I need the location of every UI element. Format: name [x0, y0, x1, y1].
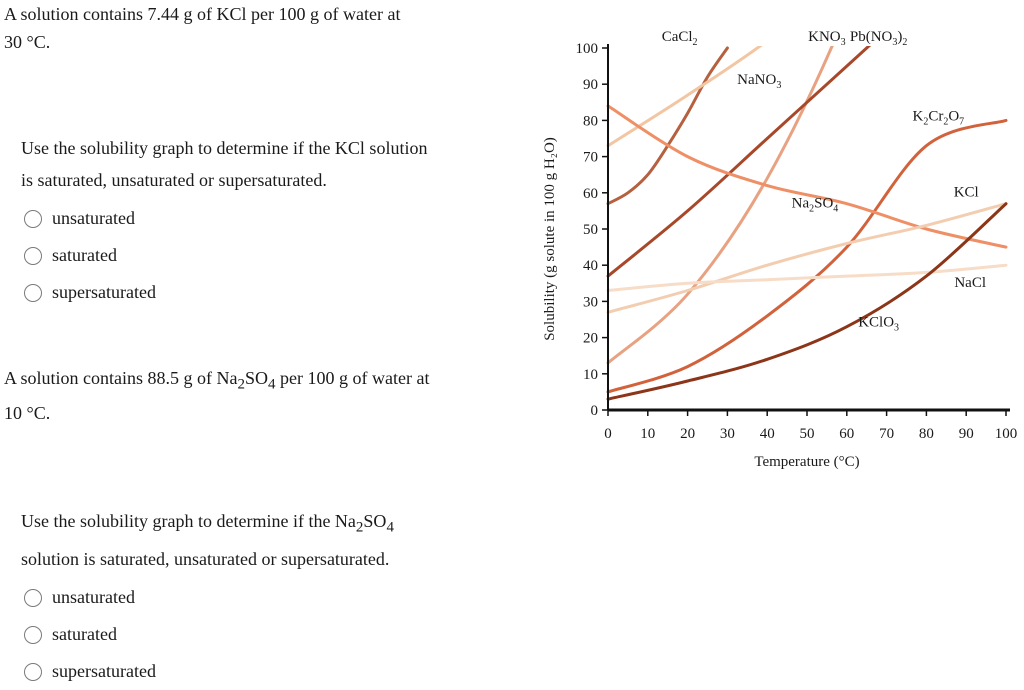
x-tick-label: 20 [680, 426, 695, 442]
radio-icon[interactable] [24, 283, 42, 302]
curve-label: NaCl [954, 275, 986, 291]
curve-label: KCl [954, 184, 979, 200]
y-tick-label: 20 [583, 331, 598, 347]
question-na2so4: A solution contains 88.5 g of Na2SO4 per… [0, 364, 520, 690]
curve-label: Na2SO4 [792, 195, 839, 214]
question-instruction: Use the solubility graph to determine if… [21, 138, 428, 190]
series-line-8 [606, 202, 1008, 401]
radio-icon[interactable] [24, 209, 42, 228]
y-tick-label: 10 [583, 367, 598, 383]
x-tick-label: 90 [959, 426, 974, 442]
y-axis-label: Solubility (g solute in 100 g H₂O) [542, 137, 558, 341]
option-supersaturated[interactable]: supersaturated [24, 274, 520, 311]
series-line-0 [606, 46, 729, 206]
option-label: supersaturated [52, 661, 156, 682]
option-saturated[interactable]: saturated [24, 616, 520, 653]
solubility-chart: 0 10 20 30 40 50 60 70 80 90 100 0 10 20 30 40 50 60 70 80 9… [542, 29, 1018, 470]
option-supersaturated[interactable]: supersaturated [24, 653, 520, 690]
answer-options: unsaturated saturated supersaturated [0, 579, 520, 690]
option-unsaturated[interactable]: unsaturated [24, 200, 520, 237]
y-tick-label: 30 [583, 294, 598, 310]
series-line-5 [606, 104, 1008, 249]
series-line-2 [606, 46, 834, 365]
x-tick-label: 0 [604, 426, 612, 442]
radio-icon[interactable] [24, 246, 42, 265]
y-tick-label: 40 [583, 258, 598, 274]
question-instruction: Use the solubility graph to determine if… [21, 510, 394, 570]
question-kcl: A solution contains 7.44 g of KCl per 10… [0, 0, 520, 311]
y-tick-label: 70 [583, 150, 598, 166]
x-tick-label: 100 [995, 426, 1018, 442]
question-prompt: A solution contains 88.5 g of Na2SO4 per… [4, 368, 430, 423]
y-tick-label: 50 [583, 222, 598, 238]
series-line-4 [606, 118, 1008, 394]
option-label: saturated [52, 624, 117, 645]
question-prompt: A solution contains 7.44 g of KCl per 10… [4, 4, 401, 52]
curve-label: CaCl2 [662, 29, 698, 48]
curve-label: KNO3 [808, 29, 846, 48]
y-tick-label: 0 [591, 403, 599, 419]
option-label: saturated [52, 245, 117, 265]
y-tick-label: 100 [576, 41, 599, 57]
curve-label: K2Cr2O7 [912, 108, 964, 127]
series-line-6 [606, 202, 1008, 314]
series-line-1 [606, 46, 763, 148]
x-tick-label: 40 [760, 426, 775, 442]
option-label: unsaturated [52, 587, 135, 608]
radio-icon[interactable] [24, 662, 42, 681]
x-tick-label: 70 [879, 426, 894, 442]
x-tick-label: 50 [800, 426, 815, 442]
answer-options: unsaturated saturated supersaturated [0, 200, 520, 311]
radio-icon[interactable] [24, 588, 42, 607]
curve-label: NaNO3 [737, 72, 781, 91]
curve-label: KClO3 [858, 315, 899, 334]
option-unsaturated[interactable]: unsaturated [24, 579, 520, 616]
x-tick-label: 10 [640, 426, 655, 442]
curve-label: Pb(NO3)2 [850, 29, 908, 48]
option-saturated[interactable]: saturated [24, 237, 520, 274]
option-label: unsaturated [52, 208, 135, 228]
x-tick-label: 30 [720, 426, 735, 442]
x-axis-label: Temperature (°C) [754, 454, 859, 470]
y-tick-label: 60 [583, 186, 598, 202]
y-tick-label: 80 [583, 113, 598, 129]
radio-icon[interactable] [24, 625, 42, 644]
option-label: supersaturated [52, 282, 156, 302]
y-tick-label: 90 [583, 77, 598, 93]
series-line-7 [606, 263, 1008, 292]
series-line-3 [606, 46, 872, 278]
x-tick-label: 60 [839, 426, 854, 442]
x-tick-label: 80 [919, 426, 934, 442]
